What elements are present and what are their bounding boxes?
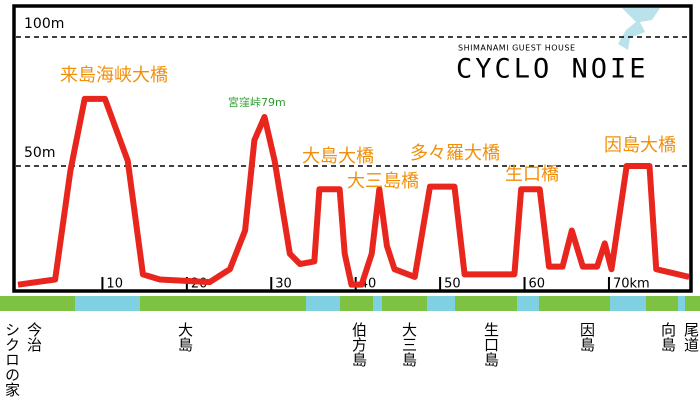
- logo-name: CYCLO NOIE: [456, 54, 649, 85]
- annotation: 宮窪峠79m: [228, 95, 286, 109]
- elevation-line: [17, 95, 690, 288]
- frame: [12, 4, 693, 293]
- annotation: 来島海峡大橋: [60, 65, 168, 86]
- place-label: 今治: [25, 322, 43, 352]
- x-tick-label: 50: [444, 277, 461, 292]
- place-label: 向島: [659, 322, 677, 352]
- x-tick-label: 10: [106, 277, 123, 292]
- sea-segments: [75, 296, 685, 311]
- annotation: 大島大橋: [302, 146, 374, 167]
- place-label: 尾道: [682, 322, 700, 352]
- annotation: 因島大橋: [604, 135, 676, 156]
- annotation: 大三島橋: [347, 171, 419, 192]
- x-tick-label: 70km: [613, 277, 650, 292]
- x-tick-label: 30: [275, 277, 292, 292]
- place-label: 生口島: [482, 322, 500, 367]
- place-label: 大島: [176, 322, 194, 352]
- place-label: シクロの家: [3, 322, 21, 397]
- logo-tagline: SHIMANAMI GUEST HOUSE: [458, 44, 576, 53]
- annotation: 生口橋: [505, 164, 559, 185]
- place-label: 大三島: [400, 322, 418, 367]
- place-label: 伯方島: [350, 322, 368, 367]
- y-tick-label: 50m: [24, 145, 55, 161]
- annotation: 多々羅大橋: [410, 143, 500, 164]
- place-label: 因島: [578, 322, 596, 352]
- x-tick-label: 60: [529, 277, 546, 292]
- y-tick-label: 100m: [24, 16, 64, 32]
- logo-wave: [618, 8, 660, 50]
